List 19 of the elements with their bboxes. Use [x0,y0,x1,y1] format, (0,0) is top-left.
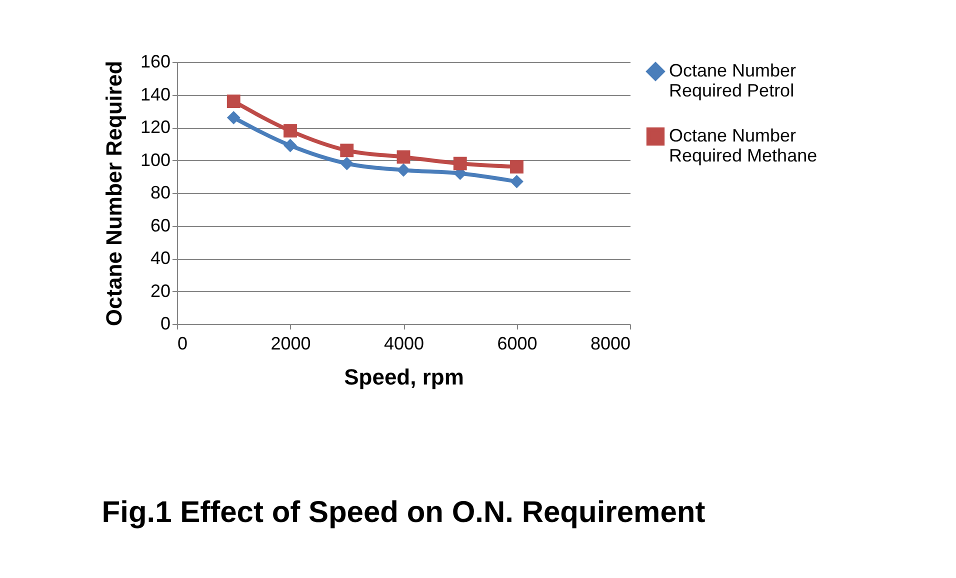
legend-label: Octane Number Required Methane [669,126,818,166]
x-tick-label: 6000 [497,334,538,354]
text: Fig.1 Effect of Speed on O.N. Requirement [102,496,706,529]
x-tick-label: 4000 [384,334,424,354]
y-tick-label: 100 [140,150,170,170]
x-tick-label: 0 [178,334,188,354]
y-tick-label: 20 [150,280,170,301]
y-tick-label: 40 [150,248,170,268]
y-tick-label: 80 [150,182,170,202]
y-tick-label: 140 [140,84,170,104]
legend-label: Octane Number Required Petrol [669,60,796,100]
x-axis-title: Speed, rpm [344,364,464,390]
y-axis-title: Octane Number Required [101,60,126,326]
y-tick-label: 160 [140,52,170,72]
y-tick-label: 60 [150,215,170,236]
x-tick-label: 8000 [590,334,630,354]
y-tick-label: 0 [160,314,170,334]
x-tick-label: 2000 [270,334,311,354]
y-tick-label: 120 [140,117,170,137]
